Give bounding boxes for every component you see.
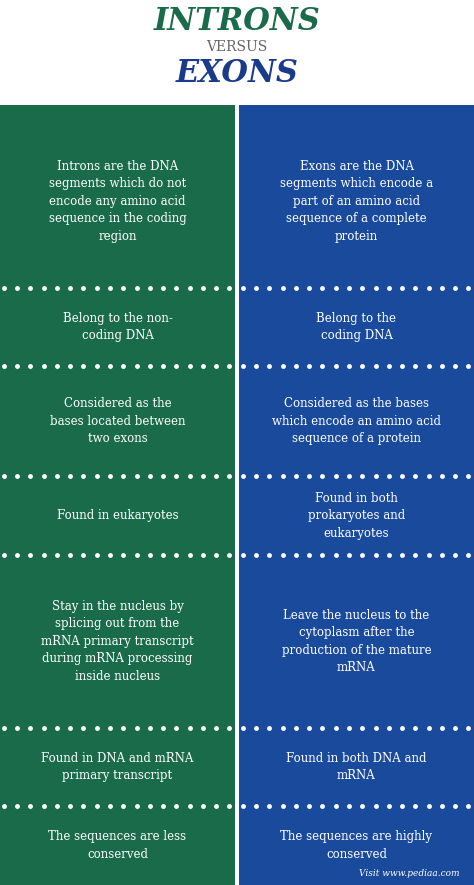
- Text: Visit www.pediaa.com: Visit www.pediaa.com: [359, 869, 460, 878]
- Text: Found in eukaryotes: Found in eukaryotes: [57, 509, 178, 522]
- Bar: [0, 476, 235, 555]
- Text: Found in both DNA and
mRNA: Found in both DNA and mRNA: [286, 752, 427, 782]
- Text: Found in DNA and mRNA
primary transcript: Found in DNA and mRNA primary transcript: [41, 752, 194, 782]
- Text: Belong to the non-
coding DNA: Belong to the non- coding DNA: [63, 312, 173, 342]
- Bar: [239, 105, 474, 115]
- Text: VERSUS: VERSUS: [206, 40, 268, 54]
- Text: Considered as the
bases located between
two exons: Considered as the bases located between …: [50, 397, 185, 445]
- Bar: [0, 105, 235, 115]
- Bar: [0, 727, 235, 806]
- Bar: [0, 288, 235, 366]
- Bar: [239, 288, 474, 366]
- Bar: [239, 727, 474, 806]
- Bar: [239, 806, 474, 885]
- Bar: [0, 555, 235, 727]
- Text: Leave the nucleus to the
cytoplasm after the
production of the mature
mRNA: Leave the nucleus to the cytoplasm after…: [282, 609, 431, 674]
- Text: Exons are the DNA
segments which encode a
part of an amino acid
sequence of a co: Exons are the DNA segments which encode …: [280, 160, 433, 242]
- Text: Stay in the nucleus by
splicing out from the
mRNA primary transcript
during mRNA: Stay in the nucleus by splicing out from…: [41, 600, 194, 683]
- Text: The sequences are less
conserved: The sequences are less conserved: [48, 830, 187, 861]
- Bar: [239, 555, 474, 727]
- Text: Considered as the bases
which encode an amino acid
sequence of a protein: Considered as the bases which encode an …: [272, 397, 441, 445]
- Text: EXONS: EXONS: [175, 58, 299, 89]
- Text: INTRONS: INTRONS: [154, 6, 320, 37]
- Bar: [0, 366, 235, 476]
- Text: Introns are the DNA
segments which do not
encode any amino acid
sequence in the : Introns are the DNA segments which do no…: [49, 160, 186, 242]
- Text: Found in both
prokaryotes and
eukaryotes: Found in both prokaryotes and eukaryotes: [308, 492, 405, 540]
- Bar: [239, 366, 474, 476]
- Bar: [0, 115, 235, 288]
- Bar: [0, 806, 235, 885]
- Text: Belong to the
coding DNA: Belong to the coding DNA: [317, 312, 396, 342]
- Bar: [239, 476, 474, 555]
- Bar: [0, 0, 474, 105]
- Text: The sequences are highly
conserved: The sequences are highly conserved: [281, 830, 432, 861]
- Bar: [239, 115, 474, 288]
